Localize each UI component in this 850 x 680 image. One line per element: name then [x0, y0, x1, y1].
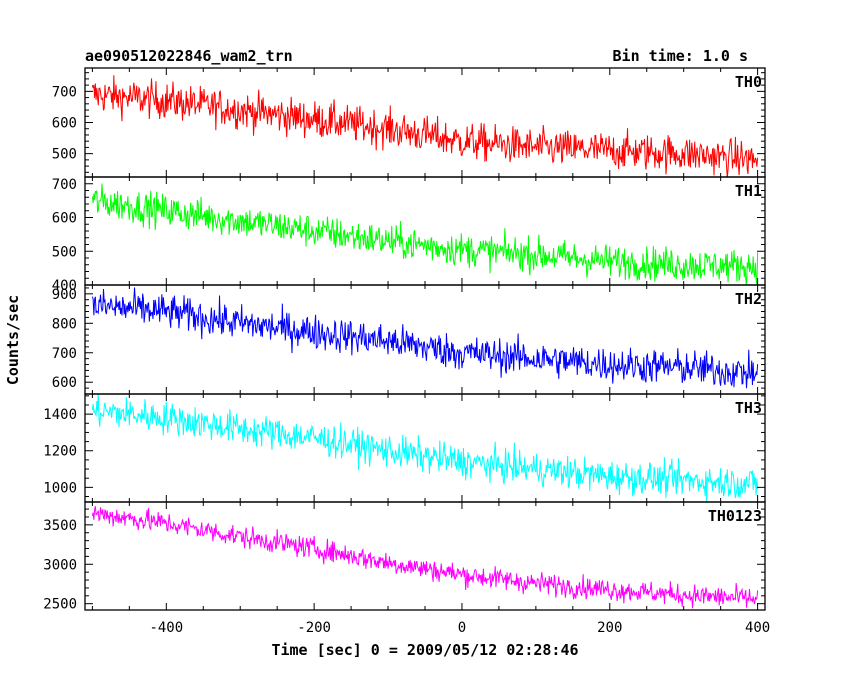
y-tick-label: 3000 [43, 557, 77, 573]
series-line-th3 [91, 394, 759, 502]
y-tick-label: 1200 [43, 444, 77, 460]
panel-label-th3: TH3 [735, 399, 762, 417]
panel-th0: 500 600 700 TH0 [52, 67, 766, 178]
panels-group: 500 600 700 TH0 400 500 600 700 TH1 600 700 800 900 T… [43, 67, 766, 613]
y-tick-label: 500 [52, 147, 77, 163]
panel-th0123: 2500 3000 3500 TH0123 [43, 501, 766, 613]
y-tick-label: 600 [52, 116, 77, 132]
panel-label-th1: TH1 [735, 182, 762, 200]
y-tick-label: 700 [52, 177, 77, 193]
y-tick-label: 3500 [43, 518, 77, 534]
series-line-th0123 [91, 506, 759, 609]
panel-frame [84, 393, 766, 503]
y-tick-label: 1400 [43, 407, 77, 423]
x-axis: -400 -200 0 200 400 [149, 620, 770, 636]
x-tick-label: -200 [297, 620, 331, 636]
bin-time-label: Bin time: 1.0 s [613, 47, 748, 65]
x-tick-label: 0 [458, 620, 466, 636]
panel-th3: 1000 1200 1400 TH3 [43, 393, 766, 503]
panel-label-th0123: TH0123 [708, 507, 762, 525]
panel-label-th0: TH0 [735, 73, 762, 91]
y-tick-label: 900 [52, 287, 77, 303]
y-tick-label: 800 [52, 316, 77, 332]
y-tick-label: 600 [52, 375, 77, 391]
y-tick-label: 700 [52, 346, 77, 362]
y-tick-label: 400 [52, 278, 77, 294]
chart-title: ae090512022846_wam2_trn [85, 47, 293, 65]
x-tick-label: -400 [149, 620, 183, 636]
y-tick-label: 500 [52, 244, 77, 260]
y-tick-label: 600 [52, 211, 77, 227]
y-axis-label: Counts/sec [4, 295, 22, 385]
y-tick-label: 2500 [43, 597, 77, 613]
panel-th2: 600 700 800 900 TH2 [52, 284, 766, 395]
x-tick-label: 200 [597, 620, 622, 636]
x-axis-label: Time [sec] 0 = 2009/05/12 02:28:46 [271, 641, 578, 659]
panel-label-th2: TH2 [735, 290, 762, 308]
series-line-th2 [91, 287, 759, 389]
y-tick-label: 1000 [43, 480, 77, 496]
panel-frame [84, 284, 766, 395]
series-line-th0 [91, 75, 759, 177]
x-tick-label: 400 [745, 620, 770, 636]
panel-th1: 400 500 600 700 TH1 [52, 176, 766, 294]
series-line-th1 [91, 183, 759, 285]
y-tick-label: 700 [52, 84, 77, 100]
